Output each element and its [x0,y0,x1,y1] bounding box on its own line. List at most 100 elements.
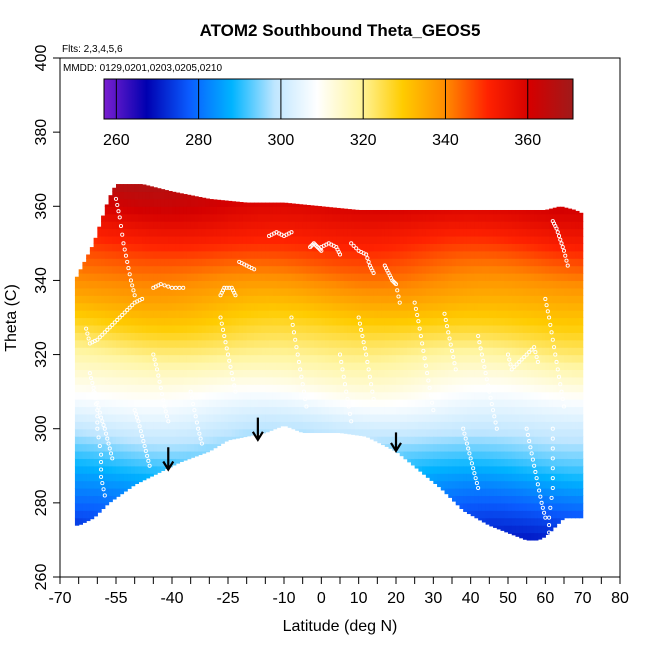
heatmap-cell [175,339,181,348]
heatmap-cell [448,488,453,497]
heatmap-cell [362,413,367,422]
heatmap-cell [108,347,113,356]
heatmap-cell [489,221,494,230]
heatmap-cell [481,265,487,274]
heatmap-cell [153,339,158,348]
heatmap-cell [291,203,296,207]
heatmap-cell [496,347,502,356]
heatmap-cell [224,332,229,341]
heatmap-cell [564,347,569,356]
heatmap-cell [89,265,95,274]
heatmap-cell [567,213,573,222]
heatmap-cell [466,421,472,430]
heatmap-cell [254,384,259,393]
heatmap-cell [384,287,390,296]
heatmap-cell [429,235,434,244]
heatmap-cell [93,502,98,511]
heatmap-cell [448,339,453,348]
heatmap-cell [306,361,311,370]
heatmap-cell [284,310,289,319]
heatmap-cell [153,317,158,326]
heatmap-cell [112,488,117,497]
heatmap-cell [470,502,475,511]
heatmap-cell [552,458,558,467]
heatmap-cell [302,384,307,393]
heatmap-cell [422,295,427,304]
heatmap-cell [328,324,334,333]
heatmap-cell [89,361,95,370]
heatmap-cell [534,273,539,282]
heatmap-cell [261,361,266,370]
heatmap-cell [541,243,546,252]
heatmap-cell [373,391,378,400]
heatmap-cell [552,480,558,489]
heatmap-cell [466,221,472,230]
heatmap-cell [485,213,490,222]
heatmap-cell [194,324,199,333]
heatmap-cell [388,287,393,296]
heatmap-cell [284,202,289,207]
heatmap-cell [392,302,397,311]
heatmap-cell [119,376,125,385]
heatmap-cell [198,324,203,333]
heatmap-cell [560,443,565,452]
heatmap-cell [201,317,207,326]
heatmap-cell [392,406,397,415]
heatmap-cell [336,376,341,385]
heatmap-cell [340,258,345,267]
heatmap-cell [228,243,233,252]
heatmap-cell [466,213,472,222]
heatmap-cell [321,273,326,282]
heatmap-cell [418,209,423,215]
heatmap-cell [145,228,151,237]
heatmap-cell [448,235,453,244]
heatmap-cell [478,273,483,282]
heatmap-cell [134,287,139,296]
heatmap-cell [500,221,505,230]
heatmap-cell [205,361,210,370]
heatmap-cell [537,213,543,222]
heatmap-cell [556,384,561,393]
heatmap-cell [515,391,520,400]
heatmap-cell [130,347,136,356]
heatmap-cell [145,465,151,474]
heatmap-cell [340,391,345,400]
heatmap-cell [560,258,565,267]
heatmap-cell [265,302,270,311]
heatmap-cell [552,280,558,289]
heatmap-cell [414,354,419,363]
heatmap-cell [145,302,151,311]
heatmap-cell [78,295,83,304]
heatmap-cell [526,399,531,408]
heatmap-cell [201,324,207,333]
heatmap-cell [213,317,218,326]
heatmap-cell [127,436,132,445]
heatmap-cell [448,250,453,259]
heatmap-cell [321,265,326,274]
heatmap-cell [459,209,464,215]
heatmap-cell [463,488,468,497]
heatmap-cell [369,406,375,415]
heatmap-cell [567,265,573,274]
heatmap-cell [97,250,102,259]
heatmap-cell [119,384,125,393]
heatmap-cell [425,391,431,400]
heatmap-cell [519,525,524,534]
heatmap-cell [280,235,285,244]
heatmap-cell [526,317,531,326]
heatmap-cell [231,324,237,333]
heatmap-cell [440,480,446,489]
heatmap-cell [455,258,461,267]
heatmap-cell [119,265,125,274]
heatmap-cell [455,287,461,296]
heatmap-cell [142,421,147,430]
heatmap-cell [399,428,405,437]
heatmap-cell [112,443,117,452]
heatmap-cell [149,310,154,319]
heatmap-cell [452,391,457,400]
heatmap-cell [164,273,169,282]
heatmap-cell [541,221,546,230]
heatmap-cell [160,369,166,378]
heatmap-cell [388,443,393,449]
heatmap-cell [265,406,270,415]
